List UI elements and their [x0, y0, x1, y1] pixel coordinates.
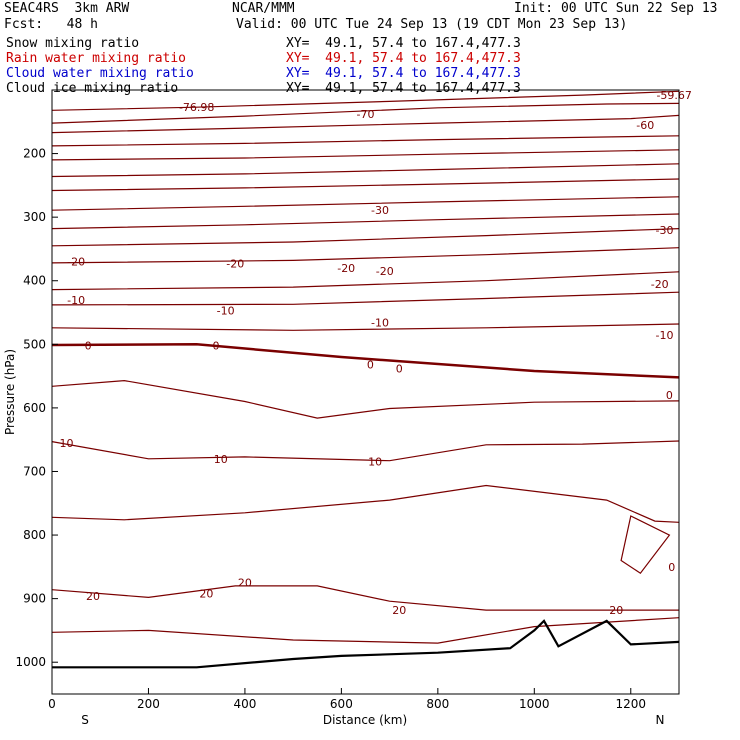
contour-label: -30: [371, 204, 389, 217]
isotherm-line: [51, 178, 680, 192]
contour-label: 10: [59, 437, 73, 450]
legend-rain-label: Rain water mixing ratio: [6, 51, 187, 66]
legend-snow-xy: XY= 49.1, 57.4 to 167.4,477.3: [286, 36, 521, 51]
contour-label: 20: [392, 604, 406, 617]
isotherm-line: [51, 102, 680, 124]
contour-label: -10: [67, 294, 85, 307]
contour-label: -10: [656, 329, 674, 342]
contour-label: -59.67: [656, 89, 691, 102]
isotherm-line: [51, 440, 680, 462]
y-tick-label: 900: [23, 592, 46, 606]
contour-label: -30: [656, 224, 674, 237]
contour-label: -60: [636, 119, 654, 132]
x-tick-label: 600: [330, 697, 353, 711]
contour-label: 10: [368, 455, 382, 468]
isotherm-line: [51, 196, 680, 211]
contour-lines: [51, 90, 680, 669]
y-tick-label: 400: [23, 274, 46, 288]
axes: 0 200 400 600 800 1000 12002003004005006007008…: [15, 147, 646, 711]
contour-labels: -76.98 -70 -59.67 -60 -30 -30 -20 -20 -20 -20 -20 -…: [59, 89, 691, 617]
isotherm-line: [51, 114, 680, 134]
x-axis-right-label: N: [656, 713, 665, 727]
x-tick-label: 800: [426, 697, 449, 711]
isotherm-line: [51, 271, 680, 291]
contour-label: 0: [666, 389, 673, 402]
init-time: Init: 00 UTC Sun 22 Sep 13: [514, 1, 718, 16]
isotherm-line: [51, 163, 680, 178]
legend-rain-xy: XY= 49.1, 57.4 to 167.4,477.3: [286, 51, 521, 66]
contour-label: -10: [217, 305, 235, 318]
y-tick-label: 500: [23, 337, 46, 351]
x-tick-label: 400: [233, 697, 256, 711]
forecast-hour: Fcst: 48 h: [4, 17, 98, 32]
isotherm-line: [51, 213, 680, 230]
y-tick-label: 700: [23, 464, 46, 478]
closed-contour-line: [620, 515, 671, 575]
isotherm-line: [51, 135, 680, 147]
isotherm-line: [51, 323, 680, 331]
contour-label: 20: [238, 577, 252, 590]
isotherm-line: [51, 149, 680, 161]
contour-label: -20: [376, 265, 394, 278]
y-tick-label: 200: [23, 147, 46, 161]
x-axis-left-label: S: [81, 713, 89, 727]
legend-cloud-water-label: Cloud water mixing ratio: [6, 66, 194, 81]
isotherm-line: [51, 585, 679, 611]
contour-label: 10: [214, 453, 228, 466]
plot-frame: [51, 89, 680, 695]
isotherm-line: [51, 247, 680, 264]
contour-label: -20: [226, 258, 244, 271]
isotherm-line: [51, 343, 680, 379]
contour-label: 0: [396, 362, 403, 375]
x-tick-label: 200: [137, 697, 160, 711]
x-tick-label: 1000: [519, 697, 550, 711]
contour-label: -76.98: [179, 101, 214, 114]
isotherm-line: [51, 228, 680, 247]
y-axis-label: Pressure (hPa): [3, 349, 17, 435]
y-tick-label: 1000: [15, 655, 46, 669]
legend-cloud-ice-xy: XY= 49.1, 57.4 to 167.4,477.3: [286, 81, 521, 96]
y-tick-label: 600: [23, 401, 46, 415]
contour-label: 20: [609, 604, 623, 617]
x-tick-label: 1200: [615, 697, 646, 711]
contour-label: -10: [371, 317, 389, 330]
legend-snow-label: Snow mixing ratio: [6, 36, 140, 51]
contour-label: 0: [212, 340, 219, 353]
contour-label: -20: [67, 256, 85, 269]
model-title: SEAC4RS 3km ARW: [4, 1, 130, 16]
isotherm-line: [51, 90, 680, 111]
isotherm-line: [51, 379, 680, 419]
valid-time: Valid: 00 UTC Tue 24 Sep 13 (19 CDT Mon …: [236, 17, 628, 32]
contour-label: 0: [668, 561, 675, 574]
contour-label: 0: [85, 340, 92, 353]
contour-label: 0: [367, 359, 374, 372]
legend-cloud-water-xy: XY= 49.1, 57.4 to 167.4,477.3: [286, 66, 521, 81]
y-tick-label: 300: [23, 210, 46, 224]
contour-label: 20: [86, 590, 100, 603]
contour-label: -70: [357, 108, 375, 121]
isotherm-line: [51, 484, 680, 523]
x-tick-label: 0: [48, 697, 56, 711]
isotherm-line: [51, 617, 680, 644]
x-axis-label: Distance (km): [323, 713, 407, 727]
isotherm-line: [51, 291, 680, 306]
terrain-line: [52, 619, 680, 669]
organization-label: NCAR/MMM: [232, 1, 295, 16]
contour-label: -20: [651, 278, 669, 291]
legend-cloud-ice-label: Cloud ice mixing ratio: [6, 81, 179, 96]
contour-label: 20: [199, 588, 213, 601]
y-tick-label: 800: [23, 528, 46, 542]
contour-label: -20: [337, 262, 355, 275]
